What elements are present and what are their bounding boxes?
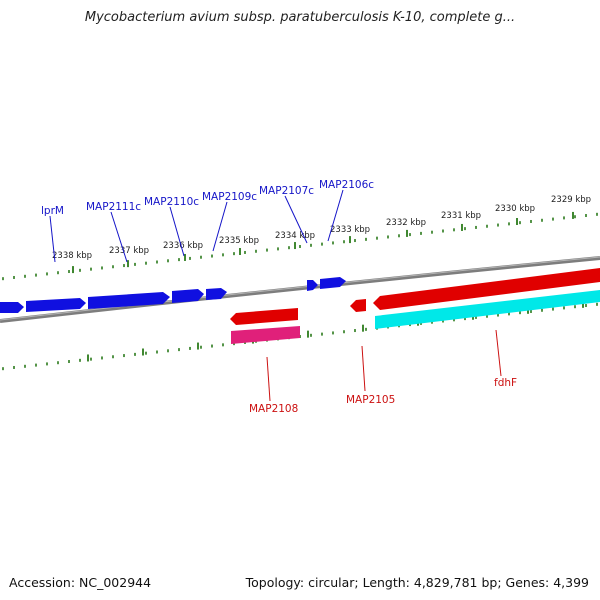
genome-backbone-highlight (0, 256, 600, 321)
gene-label-map2105[interactable]: MAP2105 (346, 394, 395, 406)
reverse-gene[interactable] (230, 308, 298, 325)
forward-gene-track (0, 277, 346, 313)
forward-gene[interactable] (172, 289, 204, 303)
upper-tick-track (2, 211, 598, 281)
scale-label: 2332 kbp (386, 218, 426, 228)
scale-label: 2336 kbp (163, 241, 203, 251)
genome-summary-text: Topology: circular; Length: 4,829,781 bp… (245, 575, 589, 590)
forward-gene[interactable] (0, 302, 24, 313)
scale-label: 2329 kbp (551, 195, 591, 205)
scale-label: 2335 kbp (219, 236, 259, 246)
gene-label-map2111c[interactable]: MAP2111c (86, 201, 141, 213)
forward-gene[interactable] (307, 280, 318, 291)
gene-label-map2109c[interactable]: MAP2109c (202, 191, 257, 203)
scale-label: 2331 kbp (441, 211, 481, 221)
forward-gene[interactable] (320, 277, 346, 289)
reverse-gene-labels: MAP2108 MAP2105 fdhF (249, 377, 517, 415)
gene-label-map2107c[interactable]: MAP2107c (259, 185, 314, 197)
scale-label: 2338 kbp (52, 251, 92, 261)
gene-label-map2110c[interactable]: MAP2110c (144, 196, 199, 208)
reverse-gene[interactable] (350, 299, 366, 312)
cds-feature[interactable] (375, 290, 600, 329)
reverse-gene-track (230, 268, 600, 325)
accession-text: Accession: NC_002944 (9, 575, 152, 590)
reverse-label-leaders (266, 329, 502, 402)
rna-feature[interactable] (231, 326, 300, 344)
forward-gene[interactable] (206, 288, 227, 300)
forward-gene[interactable] (88, 292, 170, 309)
scale-label: 2334 kbp (275, 231, 315, 241)
scale-label: 2333 kbp (330, 225, 370, 235)
forward-label-leaders (49, 189, 344, 263)
scale-label-group: 2338 kbp 2337 kbp 2336 kbp 2335 kbp 2334 kbp… (52, 195, 591, 261)
gene-label-fdhf[interactable]: fdhF (494, 377, 517, 389)
reverse-gene[interactable] (373, 268, 600, 310)
gene-label-map2108[interactable]: MAP2108 (249, 403, 298, 415)
gene-label-lprm[interactable]: lprM (41, 205, 64, 217)
map-title: Mycobacterium avium subsp. paratuberculo… (84, 10, 516, 25)
forward-gene[interactable] (26, 298, 86, 312)
scale-label: 2337 kbp (109, 246, 149, 256)
gene-label-map2106c[interactable]: MAP2106c (319, 179, 374, 191)
forward-gene-labels: lprM MAP2111c MAP2110c MAP2109c MAP2107c… (41, 179, 374, 217)
feature-track (231, 290, 600, 344)
genome-backbone (0, 256, 600, 323)
scale-label: 2330 kbp (495, 204, 535, 214)
